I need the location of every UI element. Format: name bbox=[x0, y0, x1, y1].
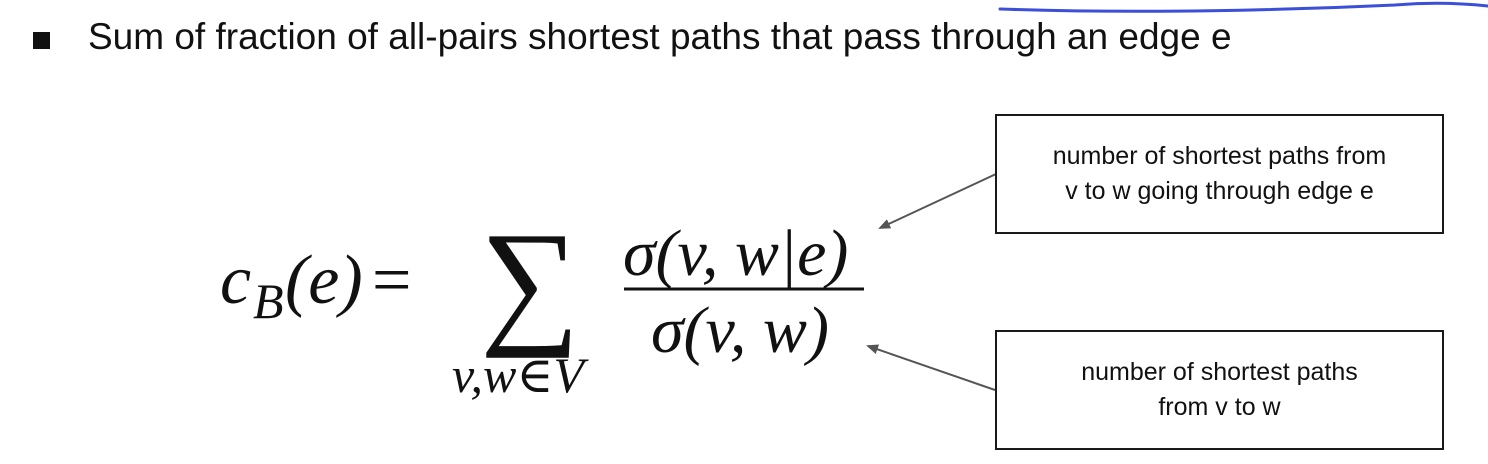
denominator-annotation-line-1: number of shortest paths bbox=[1081, 358, 1358, 386]
numerator-annotation-box: number of shortest paths from v to w goi… bbox=[995, 114, 1444, 234]
square-bullet-icon bbox=[33, 31, 50, 49]
numerator-annotation-line-2: v to w going through edge e bbox=[1065, 177, 1374, 205]
bullet-point: Sum of fraction of all-pairs shortest pa… bbox=[33, 14, 1232, 60]
formula-denominator: σ(v, w) bbox=[651, 294, 829, 367]
denominator-annotation-line-2: from v to w bbox=[1158, 393, 1281, 421]
formula-lhs-symbol: c bbox=[220, 242, 252, 319]
formula-lhs-argument: (e) bbox=[285, 242, 363, 319]
numerator-annotation-line-1: number of shortest paths from bbox=[1052, 142, 1387, 170]
bullet-text: Sum of fraction of all-pairs shortest pa… bbox=[88, 16, 1232, 57]
denominator-annotation-box: number of shortest paths from v to w bbox=[995, 330, 1444, 450]
denominator-arrow bbox=[866, 344, 996, 391]
pen-annotation-stroke bbox=[998, 1, 1488, 13]
numerator-arrow bbox=[878, 173, 997, 229]
formula-sum-symbol: ∑ bbox=[480, 204, 580, 359]
formula-sum-subscript: v,w∈V bbox=[452, 347, 584, 403]
formula-lhs-subscript: B bbox=[253, 273, 284, 329]
formula-numerator: σ(v, w|e) bbox=[623, 217, 849, 290]
formula-equals: = bbox=[372, 242, 412, 319]
